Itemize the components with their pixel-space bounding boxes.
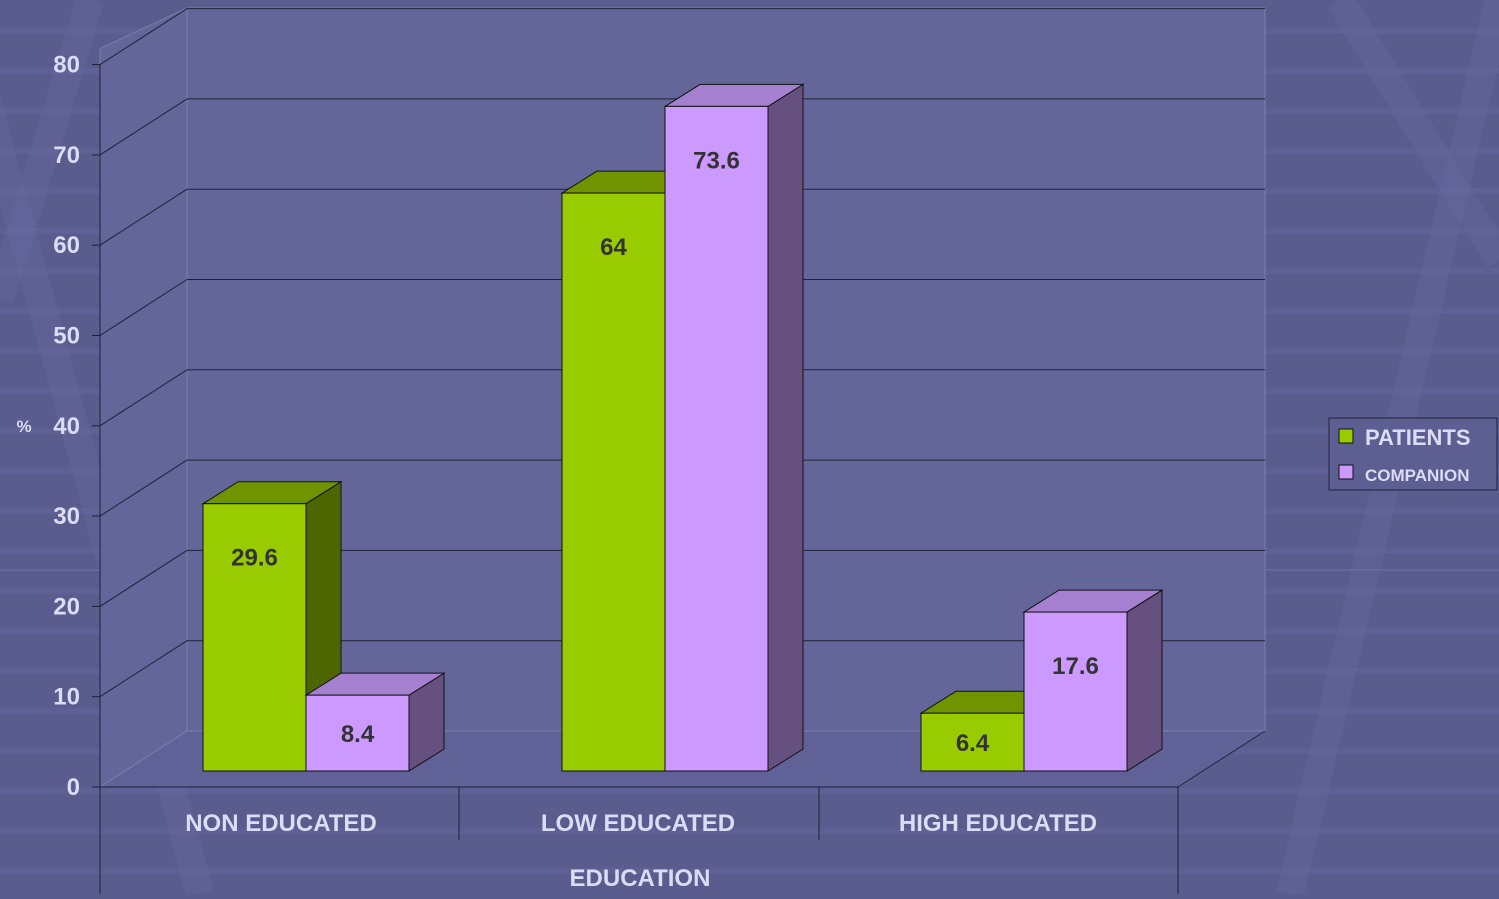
bar-companion-1 [663, 83, 805, 772]
y-axis: 0 10 20 30 40 50 60 70 80 [53, 52, 101, 801]
gridline-side [99, 369, 188, 427]
x-axis-title: EDUCATION [570, 865, 711, 892]
y-tick-label: 60 [53, 232, 80, 259]
y-tick-label: 20 [53, 593, 80, 620]
background-band [0, 0, 104, 305]
legend: PATIENTS COMPANION [1328, 417, 1498, 491]
data-label: 6.4 [956, 730, 990, 757]
bar [920, 712, 1025, 772]
bar-side [767, 83, 804, 772]
legend-label: PATIENTS [1365, 425, 1471, 450]
y-tick-label: 80 [53, 52, 80, 79]
x-tick-label: NON EDUCATED [185, 810, 377, 837]
legend-label: COMPANION [1365, 466, 1470, 485]
x-tick-label: LOW EDUCATED [541, 810, 735, 837]
y-tick-label: 0 [67, 774, 80, 801]
bar [202, 503, 307, 772]
gridline-side [99, 188, 188, 246]
y-tick-label: 50 [53, 323, 80, 350]
legend-swatch [1338, 428, 1354, 444]
y-tick-label: 10 [53, 684, 80, 711]
legend-box [1328, 417, 1498, 491]
gridline-side [99, 98, 188, 156]
data-label: 8.4 [341, 721, 375, 748]
gridline-side [99, 459, 188, 517]
y-tick-label: 30 [53, 503, 80, 530]
y-tick-label: 70 [53, 142, 80, 169]
bar-companion-2 [1022, 589, 1164, 772]
data-label: 29.6 [231, 545, 278, 572]
x-axis: NON EDUCATED LOW EDUCATED HIGH EDUCATED [99, 730, 1266, 894]
x-axis-depth [1177, 730, 1266, 788]
legend-swatch [1338, 464, 1354, 480]
bar [1023, 611, 1128, 772]
gridline-side [99, 279, 188, 336]
y-tick-label: 40 [53, 413, 80, 440]
bar [561, 192, 666, 772]
bar [664, 105, 769, 772]
data-label: 64 [600, 234, 627, 261]
bar-side [1126, 589, 1163, 772]
gridline-side [99, 8, 188, 66]
data-label: 17.6 [1052, 653, 1099, 680]
background-band [1328, 0, 1499, 268]
bars: 29.6 8.4 64 73.6 6.4 17.6 [201, 83, 1164, 772]
y-axis-title: % [16, 417, 31, 436]
bar [305, 694, 410, 772]
bar-companion-0 [304, 672, 446, 772]
x-tick-label: HIGH EDUCATED [899, 810, 1097, 837]
gridline-side [99, 549, 188, 607]
gridline-side [99, 640, 188, 698]
data-label: 73.6 [693, 147, 740, 174]
